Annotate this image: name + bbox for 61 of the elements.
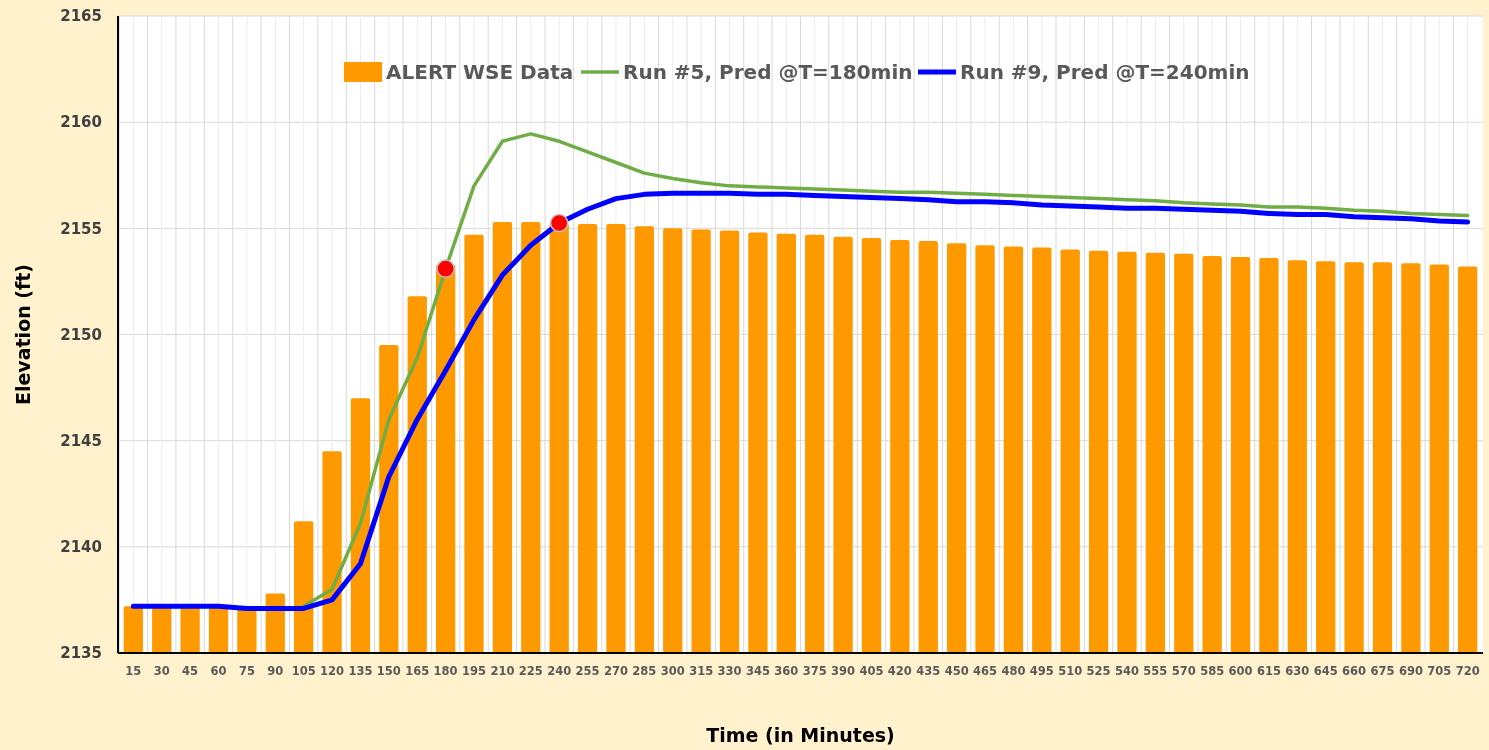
y-tick-label: 2165 [60, 7, 102, 26]
x-tick-label: 615 [1256, 664, 1281, 678]
x-tick-label: 30 [153, 664, 170, 678]
x-tick-label: 300 [660, 664, 685, 678]
x-tick-label: 375 [802, 664, 827, 678]
x-tick-label: 120 [320, 664, 345, 678]
x-tick-label: 150 [376, 664, 401, 678]
legend-label: Run #9, Pred @T=240min [960, 60, 1250, 84]
x-tick-label: 45 [182, 664, 199, 678]
x-tick-label: 405 [859, 664, 884, 678]
x-tick-label: 450 [944, 664, 969, 678]
x-tick-label: 480 [1001, 664, 1026, 678]
x-tick-label: 435 [916, 664, 941, 678]
x-tick-label: 555 [1143, 664, 1168, 678]
x-tick-label: 570 [1171, 664, 1196, 678]
x-tick-label: 270 [603, 664, 628, 678]
y-tick-label: 2155 [60, 219, 102, 238]
x-tick-label: 675 [1370, 664, 1395, 678]
x-tick-label: 60 [210, 664, 227, 678]
legend-label: ALERT WSE Data [386, 60, 574, 84]
y-tick-label: 2145 [60, 431, 102, 450]
x-tick-label: 240 [547, 664, 572, 678]
x-tick-label: 195 [462, 664, 487, 678]
line-series [301, 132, 1470, 609]
x-tick-label: 15 [125, 664, 142, 678]
x-tick-label: 180 [433, 664, 458, 678]
legend-label: Run #5, Pred @T=180min [623, 60, 913, 84]
x-tick-label: 90 [267, 664, 284, 678]
x-tick-label: 285 [632, 664, 657, 678]
y-tick-label: 2140 [60, 538, 102, 557]
x-tick-label: 135 [348, 664, 373, 678]
x-tick-label: 360 [774, 664, 799, 678]
y-tick-label: 2135 [60, 644, 102, 663]
x-tick-label: 705 [1427, 664, 1452, 678]
x-tick-label: 255 [575, 664, 600, 678]
x-tick-label: 225 [518, 664, 543, 678]
x-tick-label: 540 [1114, 664, 1139, 678]
x-tick-label: 420 [887, 664, 912, 678]
x-tick-label: 660 [1342, 664, 1367, 678]
x-tick-label: 495 [1029, 664, 1054, 678]
x-tick-label: 690 [1398, 664, 1423, 678]
x-tick-label: 585 [1200, 664, 1225, 678]
x-tick-label: 210 [490, 664, 515, 678]
x-tick-label: 315 [689, 664, 714, 678]
x-tick-label: 345 [745, 664, 770, 678]
x-tick-label: 630 [1285, 664, 1310, 678]
x-tick-label: 720 [1455, 664, 1480, 678]
x-tick-label: 510 [1058, 664, 1083, 678]
x-tick-label: 165 [405, 664, 430, 678]
y-tick-label: 2150 [60, 325, 102, 344]
y-axis-title: Elevation (ft) [12, 263, 34, 406]
x-tick-label: 525 [1086, 664, 1111, 678]
x-tick-label: 75 [238, 664, 255, 678]
x-tick-label: 645 [1313, 664, 1338, 678]
x-tick-label: 390 [831, 664, 856, 678]
y-tick-label: 2160 [60, 113, 102, 132]
x-tick-label: 465 [973, 664, 998, 678]
x-tick-label: 105 [291, 664, 316, 678]
x-tick-label: 600 [1228, 664, 1253, 678]
x-tick-label: 330 [717, 664, 742, 678]
x-axis-title: Time (in Minutes) [706, 724, 895, 746]
